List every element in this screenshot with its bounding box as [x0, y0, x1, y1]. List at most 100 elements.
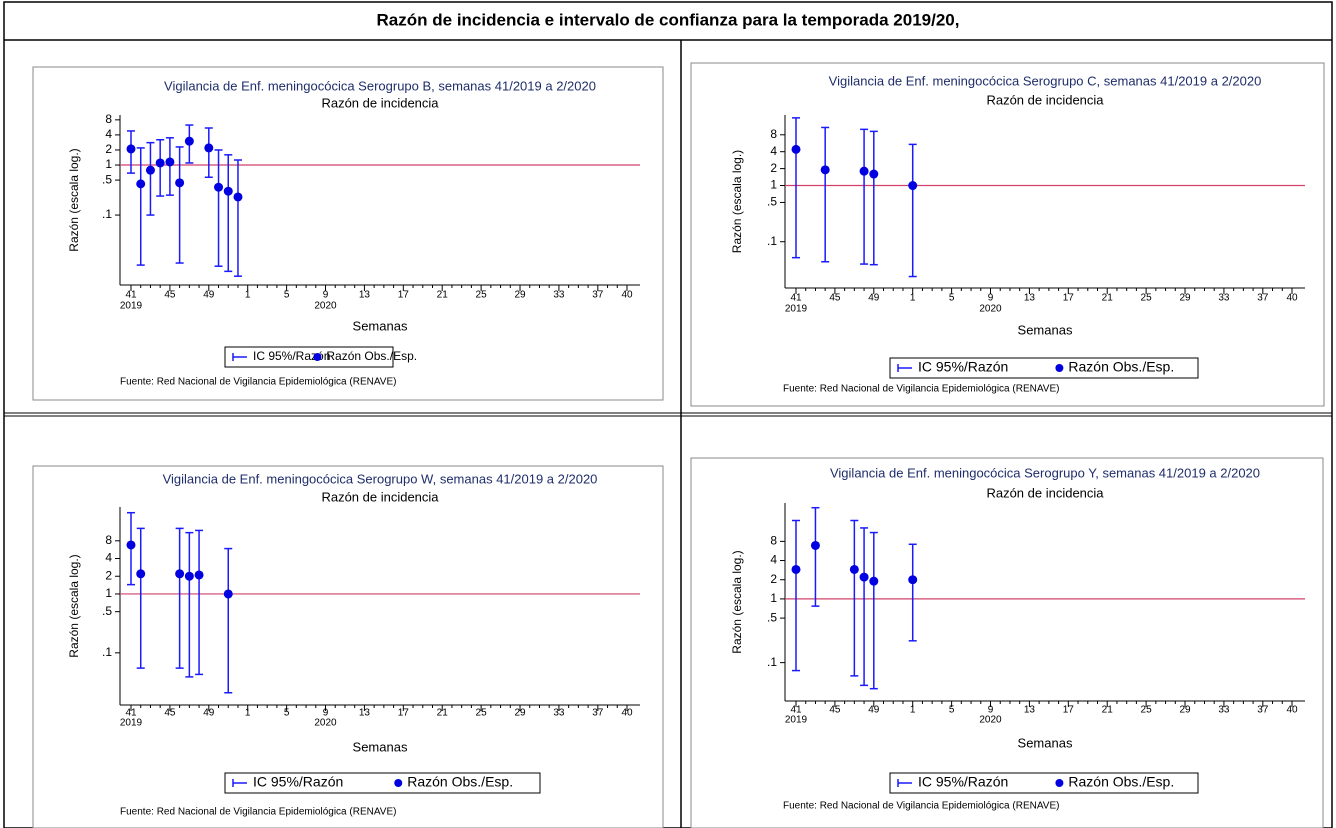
data-point	[136, 569, 146, 579]
chart-title: Vigilancia de Enf. meningocócica Serogru…	[829, 73, 1262, 88]
data-point	[204, 143, 214, 153]
x-tick-label: 1	[245, 290, 251, 301]
y-tick-label: .5	[102, 172, 112, 186]
table-title: Razón de incidencia e intervalo de confi…	[377, 10, 960, 29]
data-point	[810, 540, 820, 550]
x-tick-label: 40	[1286, 705, 1298, 716]
data-point	[869, 576, 879, 586]
y-tick-label: 4	[770, 553, 777, 567]
x-tick-label: 21	[1102, 293, 1114, 304]
x-tick-label: 37	[592, 708, 604, 719]
legend-marker	[394, 779, 403, 787]
y-tick-label: .1	[102, 645, 112, 659]
x-year-label: 2020	[979, 304, 1002, 315]
x-tick-label: 21	[1102, 705, 1114, 716]
x-tick-label: 45	[164, 290, 176, 301]
x-tick-label: 41	[790, 293, 802, 304]
legend-label: IC 95%/Razón	[253, 774, 343, 790]
x-tick-label: 13	[359, 708, 371, 719]
x-tick-label: 5	[284, 290, 290, 301]
data-point	[184, 136, 194, 146]
y-axis-label: Razón (escala log.)	[730, 150, 744, 253]
y-tick-label: 8	[105, 533, 112, 547]
x-tick-label: 5	[949, 705, 955, 716]
data-point	[175, 569, 185, 579]
x-tick-label: 49	[868, 705, 880, 716]
legend-label: IC 95%/Razón	[253, 349, 330, 363]
x-tick-label: 25	[1141, 293, 1153, 304]
legend-label: Razón Obs./Esp.	[1068, 359, 1174, 375]
x-tick-label: 5	[949, 293, 955, 304]
x-tick-label: 1	[910, 705, 916, 716]
x-tick-label: 49	[868, 293, 880, 304]
y-axis-label: Razón (escala log.)	[67, 148, 81, 251]
x-tick-label: 17	[1063, 705, 1075, 716]
legend-label: Razón Obs./Esp.	[1068, 774, 1174, 790]
data-point	[791, 144, 801, 154]
x-tick-label: 25	[476, 290, 488, 301]
x-tick-label: 9	[988, 705, 994, 716]
x-tick-label: 41	[125, 290, 137, 301]
data-point	[145, 165, 155, 175]
x-axis-label: Semanas	[353, 739, 408, 754]
y-tick-label: 2	[105, 142, 112, 156]
x-year-label: 2019	[785, 304, 808, 315]
data-point	[136, 179, 146, 189]
x-tick-label: 40	[621, 708, 633, 719]
y-tick-label: .1	[102, 207, 112, 221]
x-tick-label: 33	[553, 290, 565, 301]
x-axis-label: Semanas	[1018, 322, 1073, 337]
x-tick-label: 5	[284, 708, 290, 719]
source-note: Fuente: Red Nacional de Vigilancia Epide…	[120, 377, 396, 388]
y-tick-label: .5	[102, 604, 112, 618]
x-year-label: 2019	[785, 715, 808, 726]
legend-label: Razón Obs./Esp.	[407, 774, 513, 790]
legend-box	[224, 772, 541, 794]
x-axis-label: Semanas	[353, 318, 408, 333]
x-tick-label: 1	[910, 293, 916, 304]
legend-box	[889, 772, 1199, 794]
x-tick-label: 37	[1257, 705, 1269, 716]
source-note: Fuente: Red Nacional de Vigilancia Epide…	[120, 807, 396, 818]
chart-subtitle: Razón de incidencia	[321, 489, 439, 504]
chart-subtitle: Razón de incidencia	[321, 95, 439, 110]
legend-box	[224, 346, 394, 368]
data-point	[194, 570, 204, 580]
x-tick-label: 29	[1179, 705, 1191, 716]
x-tick-label: 41	[125, 708, 137, 719]
x-tick-label: 21	[437, 290, 449, 301]
chart-title: Vigilancia de Enf. meningocócica Serogru…	[830, 465, 1260, 480]
legend-box	[889, 357, 1199, 379]
x-tick-label: 37	[1257, 293, 1269, 304]
data-point	[849, 564, 859, 574]
x-year-label: 2020	[314, 301, 337, 312]
data-point	[155, 158, 165, 168]
source-note: Fuente: Red Nacional de Vigilancia Epide…	[783, 384, 1059, 395]
data-point	[223, 186, 233, 196]
y-tick-label: .5	[767, 195, 777, 209]
x-tick-label: 13	[1024, 293, 1036, 304]
y-tick-label: .1	[767, 655, 777, 669]
chart-subtitle: Razón de incidencia	[986, 92, 1104, 107]
data-point	[165, 157, 175, 167]
x-tick-label: 25	[476, 708, 488, 719]
x-tick-label: 29	[514, 708, 526, 719]
data-point	[859, 572, 869, 582]
chart-subtitle: Razón de incidencia	[986, 485, 1104, 500]
x-tick-label: 17	[398, 290, 410, 301]
y-tick-label: 1	[770, 178, 777, 192]
data-point	[175, 178, 185, 188]
data-point	[126, 540, 136, 550]
x-tick-label: 49	[203, 290, 215, 301]
y-tick-label: 4	[770, 144, 777, 158]
x-tick-label: 29	[1179, 293, 1191, 304]
x-tick-label: 17	[1063, 293, 1075, 304]
chart-frame	[690, 62, 1325, 407]
y-tick-label: 8	[105, 112, 112, 126]
chart-title: Vigilancia de Enf. meningocócica Serogru…	[164, 78, 596, 93]
x-tick-label: 49	[203, 708, 215, 719]
data-point	[820, 165, 830, 175]
data-point	[869, 169, 879, 179]
